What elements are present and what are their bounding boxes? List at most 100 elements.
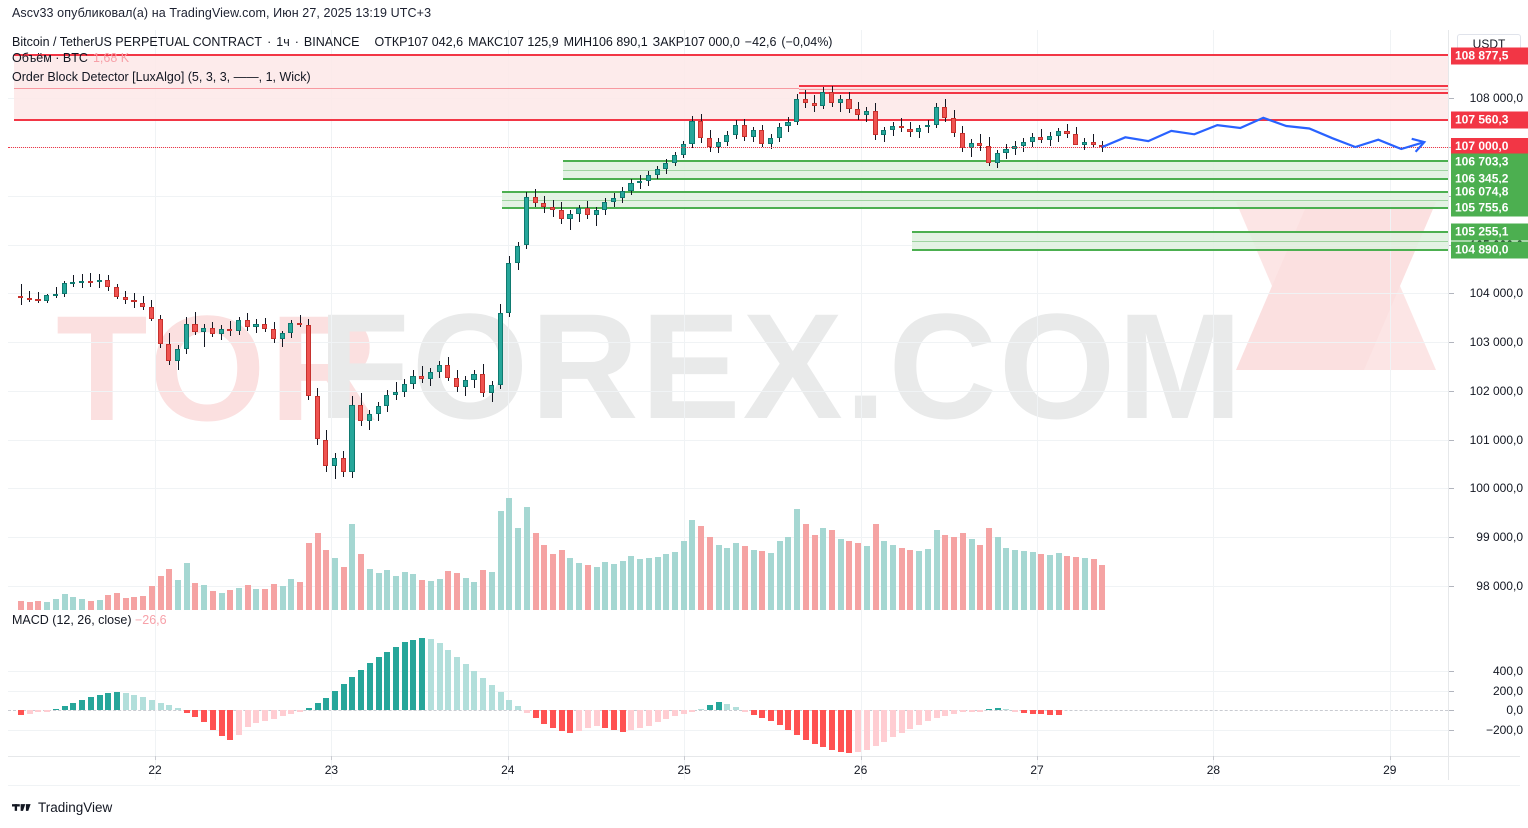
candle-body[interactable] xyxy=(175,349,181,362)
candle-body[interactable] xyxy=(1038,137,1044,141)
candle-body[interactable] xyxy=(96,279,102,282)
price-axis-badge[interactable]: 107 560,3 xyxy=(1451,111,1528,129)
candle-body[interactable] xyxy=(218,329,224,335)
price-axis-badge[interactable]: 106 074,8 xyxy=(1451,183,1528,201)
candle-body[interactable] xyxy=(314,395,320,440)
candle-body[interactable] xyxy=(183,323,189,350)
candle-body[interactable] xyxy=(872,110,878,136)
candle-body[interactable] xyxy=(1055,131,1061,137)
candle-body[interactable] xyxy=(846,99,852,109)
candle-body[interactable] xyxy=(855,109,861,115)
candle-body[interactable] xyxy=(1029,137,1035,143)
candle-body[interactable] xyxy=(541,203,547,208)
candle-body[interactable] xyxy=(35,299,41,302)
candle-body[interactable] xyxy=(201,328,207,333)
candle-body[interactable] xyxy=(61,283,67,294)
candle-body[interactable] xyxy=(131,300,137,303)
candle-body[interactable] xyxy=(419,376,425,380)
candle-body[interactable] xyxy=(1003,149,1009,153)
candle-body[interactable] xyxy=(802,99,808,104)
candle-body[interactable] xyxy=(881,130,887,136)
candle-body[interactable] xyxy=(331,458,338,466)
candle-body[interactable] xyxy=(384,394,390,407)
candle-body[interactable] xyxy=(1073,134,1079,145)
candle-body[interactable] xyxy=(523,196,529,246)
candle-body[interactable] xyxy=(366,414,372,421)
candle-body[interactable] xyxy=(393,391,399,395)
candle-body[interactable] xyxy=(672,154,678,163)
candle-body[interactable] xyxy=(898,125,904,129)
candle-body[interactable] xyxy=(288,322,294,334)
candle-body[interactable] xyxy=(602,201,608,211)
price-axis-badge[interactable]: 105 755,6 xyxy=(1451,199,1528,217)
symbol-legend[interactable]: Bitcoin / TetherUS PERPETUAL CONTRACT · 1ч… xyxy=(12,34,837,66)
candle-body[interactable] xyxy=(87,281,93,284)
candle-body[interactable] xyxy=(759,130,765,145)
candle-body[interactable] xyxy=(297,322,303,326)
candle-body[interactable] xyxy=(236,319,242,332)
candle-body[interactable] xyxy=(977,143,983,146)
candle-body[interactable] xyxy=(637,181,643,184)
candle-body[interactable] xyxy=(584,208,590,216)
candle-body[interactable] xyxy=(471,374,477,381)
candle-body[interactable] xyxy=(680,144,686,155)
candle-body[interactable] xyxy=(26,298,32,301)
candle-body[interactable] xyxy=(340,458,346,472)
candle-body[interactable] xyxy=(358,405,364,421)
candle-body[interactable] xyxy=(951,117,957,134)
candle-body[interactable] xyxy=(593,210,599,216)
candle-body[interactable] xyxy=(654,169,660,176)
candle-body[interactable] xyxy=(890,125,896,131)
candle-body[interactable] xyxy=(122,296,128,301)
candle-body[interactable] xyxy=(750,130,756,138)
candle-body[interactable] xyxy=(863,110,869,115)
candle-body[interactable] xyxy=(942,107,948,118)
price-axis-badge[interactable]: 104 890,0 xyxy=(1451,241,1528,259)
candle-body[interactable] xyxy=(480,374,486,393)
candle-body[interactable] xyxy=(270,329,277,340)
price-axis-badge[interactable]: 105 255,1 xyxy=(1451,223,1528,241)
candle-body[interactable] xyxy=(192,323,198,333)
candle-body[interactable] xyxy=(18,295,24,299)
candle-body[interactable] xyxy=(79,281,85,284)
candle-body[interactable] xyxy=(933,107,939,125)
candle-body[interactable] xyxy=(724,135,730,143)
candle-body[interactable] xyxy=(706,138,713,148)
candle-body[interactable] xyxy=(262,323,268,330)
indicator-legend-orderblock[interactable]: Order Block Detector [LuxAlgo] (5, 3, 3,… xyxy=(12,70,311,84)
candle-body[interactable] xyxy=(44,295,50,302)
candle-body[interactable] xyxy=(279,333,285,340)
candle-body[interactable] xyxy=(558,210,564,220)
candle-body[interactable] xyxy=(645,175,651,182)
time-axis[interactable]: 22 23 24 25 26 27 28 29 xyxy=(8,756,1520,786)
candle-body[interactable] xyxy=(1090,142,1096,145)
candle-body[interactable] xyxy=(157,318,163,344)
candle-body[interactable] xyxy=(515,245,521,264)
candle-body[interactable] xyxy=(70,282,76,284)
candle-body[interactable] xyxy=(1047,136,1053,141)
candle-body[interactable] xyxy=(52,293,59,296)
candle-body[interactable] xyxy=(820,92,826,107)
candle-body[interactable] xyxy=(619,190,625,198)
projection-polyline[interactable] xyxy=(1101,116,1425,151)
candle-body[interactable] xyxy=(741,124,747,138)
candle-body[interactable] xyxy=(785,121,791,127)
candle-body[interactable] xyxy=(776,126,782,139)
candle-body[interactable] xyxy=(305,325,311,396)
candle-body[interactable] xyxy=(794,99,800,122)
candle-body[interactable] xyxy=(567,214,573,220)
candle-body[interactable] xyxy=(253,323,259,328)
price-axis-badge[interactable]: 106 703,3 xyxy=(1451,153,1528,170)
candle-body[interactable] xyxy=(349,405,355,472)
candle-body[interactable] xyxy=(462,380,468,387)
price-axis-badge[interactable]: 106 345,2 xyxy=(1451,170,1528,188)
candle-body[interactable] xyxy=(611,197,617,202)
candle-body[interactable] xyxy=(401,383,407,392)
candle-body[interactable] xyxy=(985,146,992,163)
candle-body[interactable] xyxy=(811,103,817,106)
candle-body[interactable] xyxy=(924,124,931,128)
candle-body[interactable] xyxy=(506,263,512,313)
candle-body[interactable] xyxy=(829,92,835,104)
candle-body[interactable] xyxy=(454,378,460,387)
